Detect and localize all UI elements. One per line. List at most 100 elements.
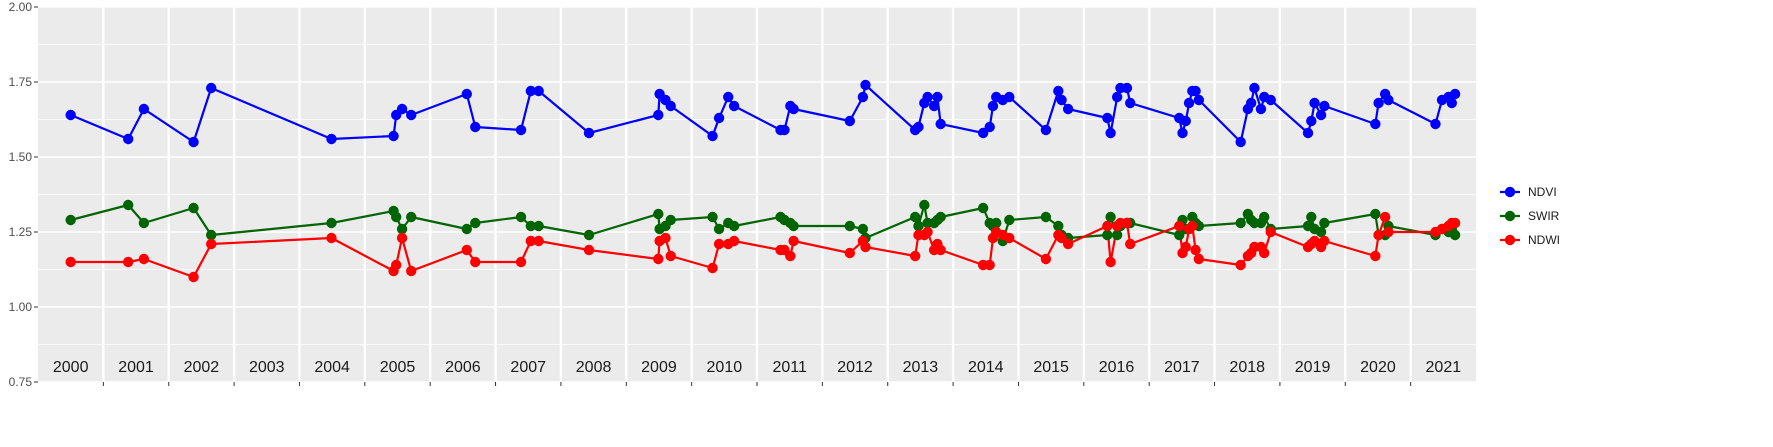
data-point-ndvi	[1235, 136, 1246, 148]
data-point-ndvi	[1111, 91, 1123, 103]
data-point-swir	[991, 217, 1002, 229]
data-point-swir	[665, 214, 676, 226]
data-point-swir	[1102, 229, 1113, 241]
data-point-ndwi	[470, 256, 481, 268]
data-point-ndwi	[1193, 253, 1205, 265]
y-tick-label: 0.75	[9, 375, 33, 389]
data-point-swir	[707, 211, 718, 223]
data-point-ndvi	[728, 100, 740, 112]
data-point-ndwi	[935, 244, 946, 256]
data-point-swir	[1259, 211, 1270, 223]
data-point-ndvi	[1430, 118, 1441, 130]
data-point-swir	[1053, 220, 1064, 232]
data-point-swir	[461, 223, 472, 235]
data-point-ndwi	[583, 244, 595, 256]
data-point-ndwi	[1121, 217, 1133, 229]
data-point-swir	[1319, 217, 1330, 229]
data-point-ndvi	[1190, 85, 1201, 97]
data-point-ndwi	[1383, 226, 1394, 238]
data-point-swir	[396, 223, 408, 235]
data-point-ndvi	[913, 121, 924, 133]
data-point-ndwi	[1235, 259, 1246, 271]
data-point-swir	[525, 220, 537, 232]
data-point-ndwi	[1373, 229, 1384, 241]
data-point-ndwi	[1056, 232, 1067, 244]
year-label: 2018	[1229, 359, 1265, 376]
data-point-ndvi	[844, 115, 856, 127]
year-label: 2006	[445, 359, 481, 376]
data-point-ndvi	[1183, 97, 1195, 109]
data-point-ndvi	[1265, 94, 1276, 106]
data-point-ndwi	[860, 241, 871, 253]
data-point-ndwi	[713, 238, 725, 250]
y-tick-label: 1.75	[9, 75, 33, 89]
data-point-ndvi	[1306, 115, 1317, 127]
data-point-ndwi	[665, 250, 676, 262]
data-point-ndvi	[1004, 91, 1015, 103]
data-point-ndvi	[406, 109, 417, 121]
data-point-ndvi	[1062, 103, 1074, 115]
data-point-ndvi	[1180, 115, 1191, 127]
data-point-ndwi	[123, 256, 134, 268]
data-point-ndvi	[1383, 94, 1394, 106]
data-point-ndwi	[1040, 253, 1052, 265]
data-point-ndvi	[860, 79, 871, 91]
data-point-swir	[1449, 229, 1461, 241]
data-point-ndwi	[138, 253, 150, 265]
data-point-ndwi	[1105, 256, 1116, 268]
year-separators	[102, 7, 1412, 382]
legend-key-point-ndvi	[1504, 186, 1516, 198]
data-point-ndvi	[1102, 112, 1113, 124]
year-label: 2012	[837, 359, 873, 376]
data-point-swir	[919, 199, 930, 211]
data-point-swir	[977, 202, 989, 214]
data-point-ndwi	[188, 271, 199, 283]
data-point-ndwi	[206, 238, 217, 250]
data-point-swir	[470, 217, 481, 229]
year-label: 2019	[1295, 359, 1331, 376]
data-point-ndwi	[1062, 238, 1074, 250]
data-point-swir	[1174, 229, 1185, 241]
data-point-ndwi	[1180, 241, 1191, 253]
data-point-swir	[1111, 229, 1123, 241]
data-point-ndwi	[326, 232, 337, 244]
data-point-swir	[713, 223, 725, 235]
year-label: 2003	[249, 359, 285, 376]
data-point-ndwi	[1370, 250, 1381, 262]
data-point-ndvi	[713, 112, 725, 124]
data-point-ndvi	[935, 118, 946, 130]
data-point-ndwi	[515, 256, 527, 268]
data-point-swir	[326, 217, 337, 229]
data-point-ndwi	[1259, 247, 1270, 259]
data-point-swir	[406, 211, 417, 223]
data-point-swir	[788, 220, 799, 232]
data-point-ndvi	[788, 103, 799, 115]
year-label: 2011	[772, 359, 807, 376]
data-point-swir	[913, 220, 924, 232]
data-point-swir	[728, 220, 740, 232]
data-point-ndvi	[206, 82, 217, 94]
data-point-ndwi	[525, 235, 537, 247]
data-point-swir	[206, 229, 217, 241]
year-label: 2020	[1360, 359, 1396, 376]
data-point-swir	[123, 199, 134, 211]
data-point-ndwi	[461, 244, 472, 256]
data-point-ndvi	[1373, 97, 1384, 109]
y-tick-label: 1.00	[9, 300, 33, 314]
data-point-ndwi	[1187, 220, 1198, 232]
data-point-ndvi	[723, 91, 734, 103]
data-point-ndvi	[1177, 127, 1188, 139]
data-point-ndvi	[1193, 94, 1205, 106]
data-point-ndvi	[984, 121, 995, 133]
data-point-ndvi	[707, 130, 718, 142]
data-point-ndwi	[1125, 238, 1136, 250]
data-point-ndwi	[1174, 220, 1185, 232]
data-point-swir	[138, 217, 150, 229]
data-point-ndwi	[785, 250, 796, 262]
data-point-swir	[1306, 211, 1317, 223]
data-point-swir	[844, 220, 856, 232]
data-point-ndvi	[1449, 88, 1461, 100]
data-point-ndvi	[1249, 82, 1260, 94]
